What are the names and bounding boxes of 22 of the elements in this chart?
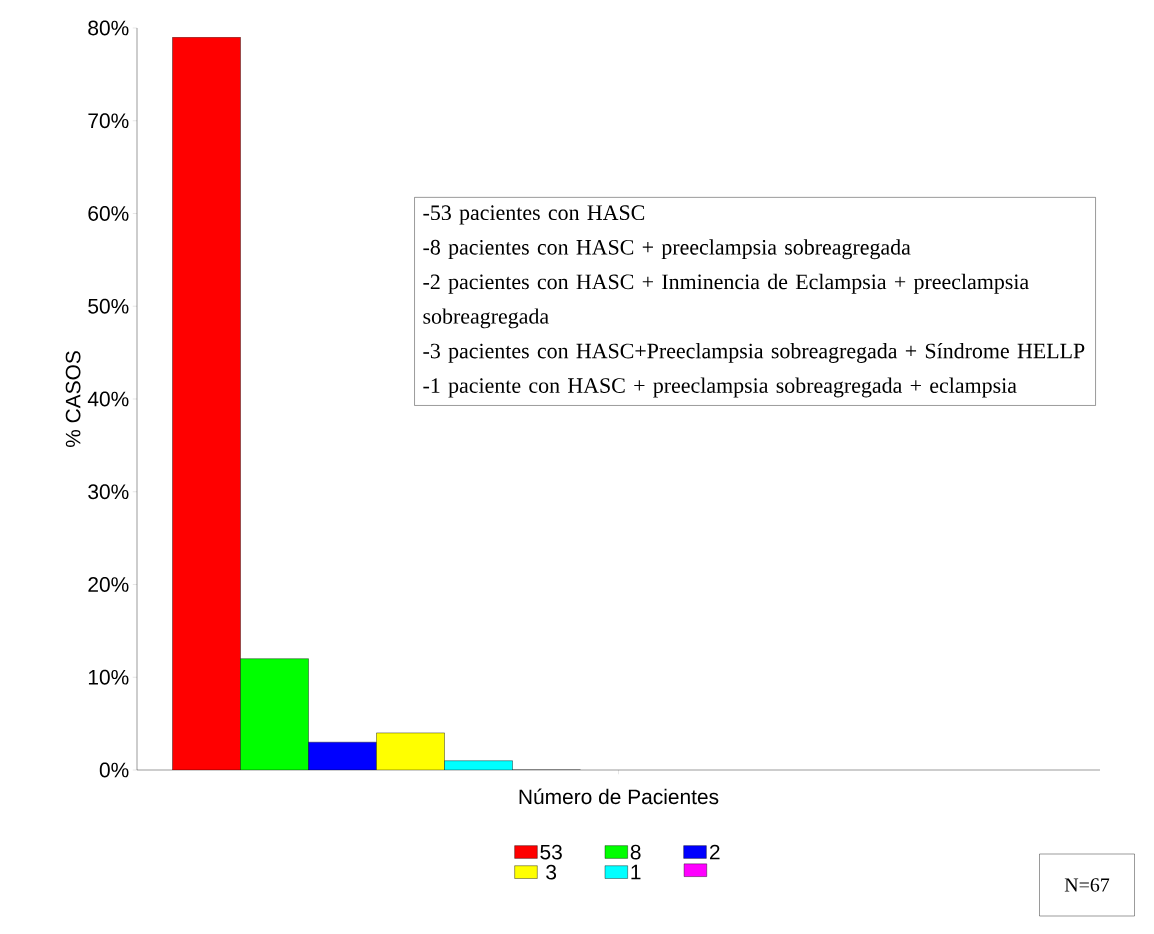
y-tick-label: 50% — [88, 298, 129, 314]
annotation: -3 pacientes con HASC+Preeclampsia sobreagregada + Síndrome HELLP — [423, 342, 1085, 363]
y-tick-label: 0% — [99, 762, 129, 778]
y-tick-label: 10% — [88, 669, 129, 685]
y-tick-label: 40% — [87, 391, 129, 407]
text: N=67 — [1064, 878, 1110, 892]
annotation: -53 pacientes con HASC — [423, 205, 645, 225]
legend-label: 2 — [709, 844, 720, 860]
x-axis-title: Número de Pacientes — [519, 788, 719, 805]
legend-label: 1 — [631, 864, 641, 880]
y-tick-label: 70% — [88, 113, 129, 129]
y-tick-label: 20% — [88, 577, 129, 592]
annotation: -2 pacientes con HASC + Inminencia de Eclampsia + preeclampsia sobreagregada — [423, 273, 1029, 329]
legend-label: 53 — [540, 844, 562, 860]
legend-label: 8 — [630, 844, 641, 860]
legend-label: 3 — [546, 864, 557, 880]
annotation: -8 pacientes con HASC + preeclampsia sobreagregada — [423, 239, 911, 260]
y-tick-label: 30% — [88, 484, 129, 500]
y-tick-label: 60% — [88, 206, 129, 221]
y-tick-label: 80% — [88, 20, 129, 36]
y-axis-title: % CASOS — [65, 351, 81, 448]
annotation: -1 paciente con HASC + preeclampsia sobreagregada + eclampsia — [423, 377, 1017, 398]
